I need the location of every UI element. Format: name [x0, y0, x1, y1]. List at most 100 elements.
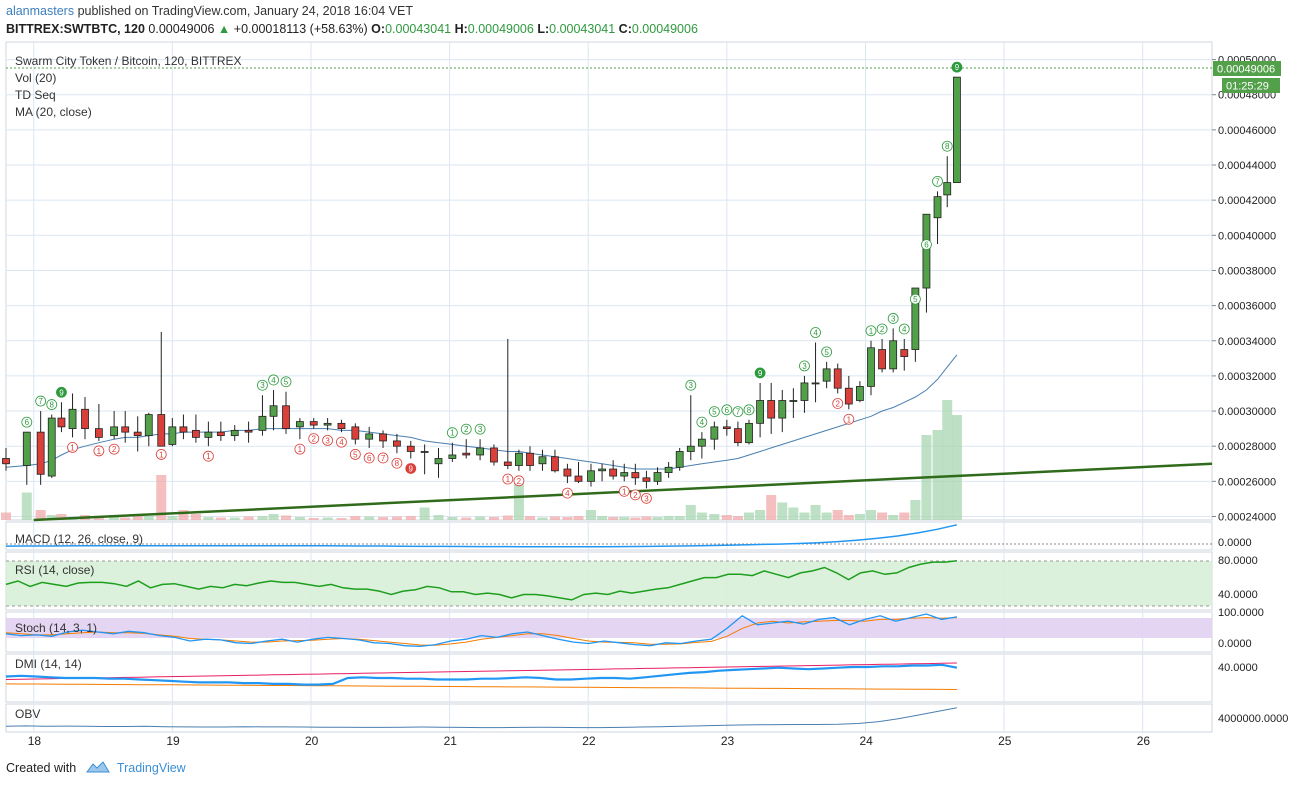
candle-body	[686, 445, 695, 452]
volume-bar	[562, 517, 573, 520]
stoch-axis-label-100: 100.0000	[1218, 607, 1264, 619]
td-marker-number: 1	[869, 327, 874, 336]
macd-axis-label: 0.0000	[1218, 537, 1252, 549]
candle-body	[844, 387, 853, 405]
publish-header: alanmasters published on TradingView.com…	[6, 4, 413, 18]
volume-bar	[120, 517, 131, 520]
td-marker-number: 5	[824, 348, 829, 357]
candle-body	[551, 456, 559, 472]
low-label: L:	[537, 22, 550, 36]
candle-body	[309, 421, 318, 426]
td-marker-circle	[363, 452, 375, 464]
obv-line	[5, 707, 957, 729]
time-axis[interactable]: 18 19 20 21 22 23 24 25 26	[28, 734, 1151, 748]
td-marker-number: 2	[835, 399, 840, 408]
low-value: 0.00043041	[549, 22, 616, 36]
td-marker-circle	[932, 175, 943, 187]
volume-bar	[549, 516, 560, 520]
td-marker-circle	[887, 313, 899, 324]
legend-vol[interactable]: Vol (20)	[15, 71, 56, 85]
author-link[interactable]: alanmasters	[6, 4, 75, 18]
candle-body	[179, 426, 188, 433]
legend-macd[interactable]: MACD (12, 26, close, 9)	[15, 532, 143, 546]
td-marker-number: 3	[802, 362, 807, 371]
candle-body	[631, 472, 640, 479]
volume-bar	[513, 477, 524, 520]
td-marker-number: 7	[736, 408, 741, 417]
candle-body	[822, 368, 831, 382]
price-axis[interactable]: 0.000500000.000480000.000460000.00044000…	[1212, 55, 1276, 524]
candle-body	[574, 475, 583, 482]
tradingview-link[interactable]: TradingView	[116, 760, 186, 775]
volume-bar	[766, 495, 777, 520]
price-axis-label: 0.00044000	[1218, 160, 1276, 172]
td-marker-circle	[513, 475, 525, 487]
candles	[2, 76, 961, 489]
legend-obv[interactable]: OBV	[15, 707, 40, 721]
volume-bar	[46, 515, 57, 520]
countdown-tag: 01:25:29	[1222, 78, 1280, 93]
candle-body	[526, 452, 534, 466]
volume-bar	[447, 517, 458, 520]
td-marker-number: 2	[880, 325, 885, 334]
symbol-label: BITTREX:SWTBTC, 120	[6, 22, 145, 36]
td-marker-circle	[909, 293, 921, 305]
candle-body	[420, 451, 429, 453]
td-marker-number: 1	[450, 429, 455, 438]
candle-body	[642, 477, 651, 482]
td-marker-circle	[268, 374, 279, 386]
volume-bar	[215, 517, 226, 520]
td-marker-number: 9	[955, 63, 960, 72]
candle-body	[133, 431, 142, 437]
legend-td[interactable]: TD Seq	[15, 88, 56, 102]
candle-body	[756, 400, 764, 424]
candle-body	[269, 405, 278, 417]
dmi-axis-label: 40.0000	[1218, 662, 1258, 674]
candle-body	[379, 433, 387, 442]
volume-bar	[951, 415, 962, 520]
volume-bar	[488, 517, 499, 520]
volume-bar	[641, 516, 652, 520]
td-marker-circle	[951, 61, 963, 73]
volume-bar	[732, 516, 743, 520]
td-marker-number: 9	[409, 464, 414, 473]
td-marker-number: 1	[622, 487, 627, 496]
volume-bar	[156, 475, 167, 520]
td-marker-circle	[308, 433, 320, 445]
grid-lines	[6, 42, 1212, 732]
td-marker-number: 6	[924, 241, 929, 250]
price-axis-label: 0.00032000	[1218, 371, 1276, 383]
publish-info: published on TradingView.com, January 24…	[77, 4, 413, 18]
td-marker-circle	[322, 434, 334, 446]
volume-bar	[832, 510, 843, 520]
price-axis-label: 0.00024000	[1218, 511, 1276, 523]
td-marker-circle	[732, 406, 744, 417]
td-marker-circle	[821, 346, 833, 358]
td-marker-circle	[21, 416, 33, 428]
candle-body	[856, 386, 864, 401]
tradingview-logo-icon	[85, 760, 110, 777]
volume-bar	[1, 512, 11, 520]
volume-bar	[744, 512, 755, 520]
legend-dmi[interactable]: DMI (14, 14)	[15, 657, 82, 671]
price-axis-label: 0.00030000	[1218, 406, 1276, 418]
legend-stoch[interactable]: Stoch (14, 3, 1)	[15, 621, 97, 635]
last-price: 0.00049006	[148, 22, 215, 36]
td-marker-number: 1	[70, 443, 75, 452]
td-marker-number: 3	[689, 381, 694, 390]
legend-rsi[interactable]: RSI (14, close)	[15, 563, 94, 577]
td-marker-number: 1	[298, 445, 303, 454]
price-change: +0.00018113 (+58.63%)	[233, 22, 368, 36]
candle-body	[448, 454, 457, 459]
volume-bar	[899, 512, 910, 520]
td-marker-circle	[202, 450, 214, 462]
td-marker-number: 7	[38, 397, 43, 406]
legend-ma[interactable]: MA (20, close)	[15, 105, 92, 119]
td-marker-number: 6	[367, 454, 372, 463]
volume-bar	[799, 512, 810, 520]
open-label: O:	[371, 22, 386, 36]
time-axis-label: 18	[28, 734, 42, 748]
td-marker-circle	[865, 325, 877, 337]
price-pane[interactable]	[5, 41, 1213, 521]
